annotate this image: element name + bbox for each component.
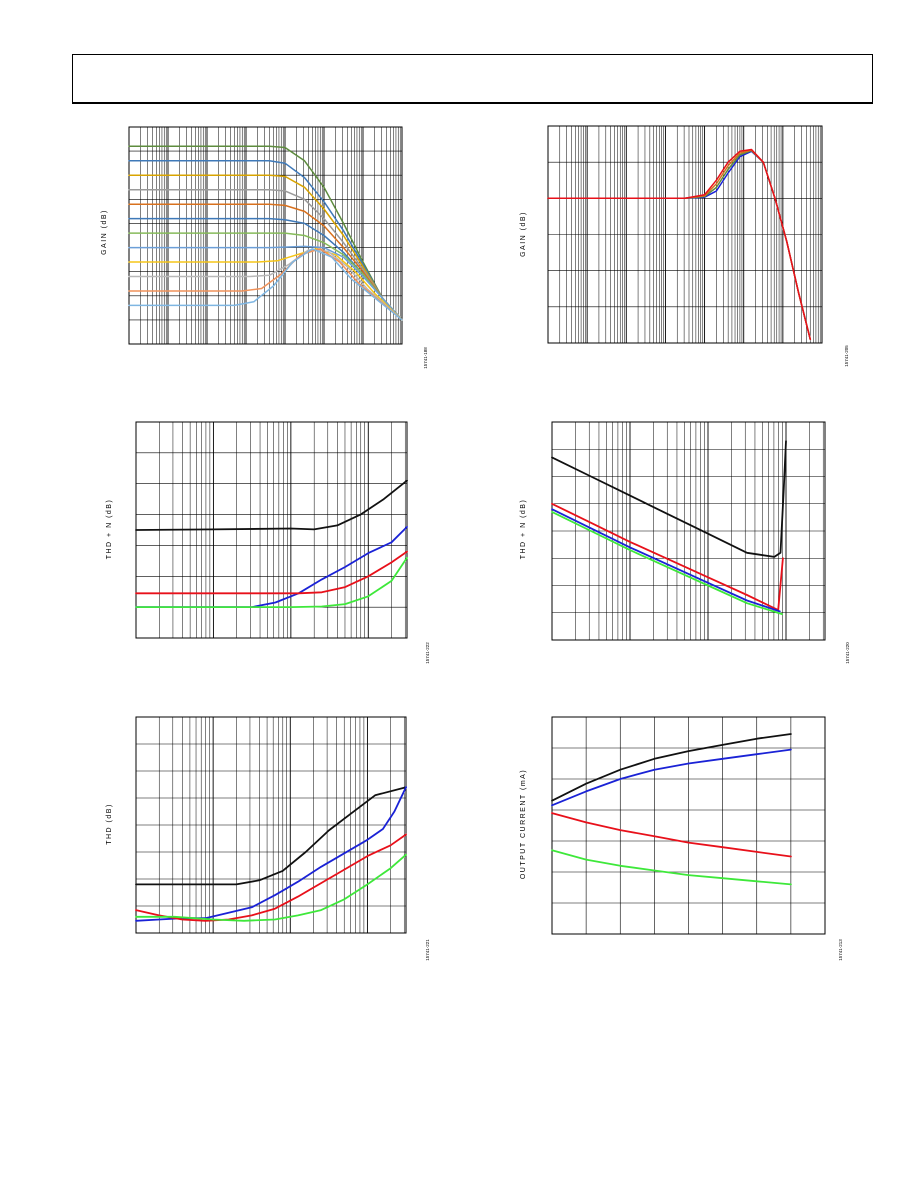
figure-id: 15741-221 [425, 939, 430, 961]
plot-frame [551, 716, 826, 935]
plot-frame [547, 125, 823, 344]
series-line-1 [551, 733, 792, 802]
grid [548, 126, 822, 343]
series-line-3 [135, 833, 407, 922]
y-axis-label: OUTPUT CURRENT (mA) [520, 769, 527, 879]
grid [552, 717, 825, 934]
series-line-1 [551, 440, 787, 558]
page-header-frame [72, 54, 873, 104]
series-line-4 [547, 148, 812, 341]
series-line-4 [135, 556, 408, 609]
chart-output-current: OUTPUT CURRENT (mA) 15741-213 [520, 716, 843, 961]
y-axis-label: GAIN (dB) [101, 209, 108, 255]
y-axis-label: THD + N (dB) [106, 499, 113, 560]
series-line-2 [551, 748, 792, 807]
figure-id: 15741-188 [423, 347, 428, 369]
figure-id: 15741-213 [838, 939, 843, 961]
grid [129, 127, 402, 344]
grid [136, 717, 406, 933]
y-axis-label: THD (dB) [106, 803, 113, 845]
series-line-4 [135, 853, 407, 922]
plot-frame [135, 716, 407, 934]
chart-gain-vs-frequency-2: GAIN (dB) 15741-205 [520, 125, 849, 367]
series-line-11 [128, 248, 403, 321]
series-line-3 [551, 812, 792, 858]
series-line-4 [551, 849, 792, 886]
series-line-1 [135, 786, 407, 886]
figure-id: 15741-205 [844, 345, 849, 367]
series-line-2 [135, 786, 407, 922]
figure-id: 15741-220 [845, 642, 850, 664]
series-line-1 [135, 479, 408, 531]
chart-thdn-vs-frequency: THD + N (dB) 15741-222 [106, 421, 430, 664]
chart-gain-vs-frequency-1: GAIN (dB) 15741-188 [101, 126, 428, 369]
chart-thdn-vs-output: THD + N (dB) 15741-220 [520, 421, 850, 664]
y-axis-label: GAIN (dB) [520, 211, 527, 257]
figure-id: 15741-222 [425, 642, 430, 664]
plot-frame [551, 421, 826, 641]
series-line-10 [128, 249, 403, 321]
plot-frame [128, 126, 403, 345]
y-axis-label: THD + N (dB) [520, 499, 527, 560]
series-line-12 [128, 248, 403, 321]
series-line-8 [128, 245, 403, 321]
series-line-3 [551, 508, 781, 613]
series-line-9 [128, 248, 403, 321]
series-line-2 [551, 502, 784, 611]
chart-thd-vs-frequency: THD (dB) 15741-221 [106, 716, 430, 961]
series-line-4 [551, 511, 784, 616]
series-line-2 [135, 526, 408, 609]
series-line-3 [135, 550, 408, 595]
